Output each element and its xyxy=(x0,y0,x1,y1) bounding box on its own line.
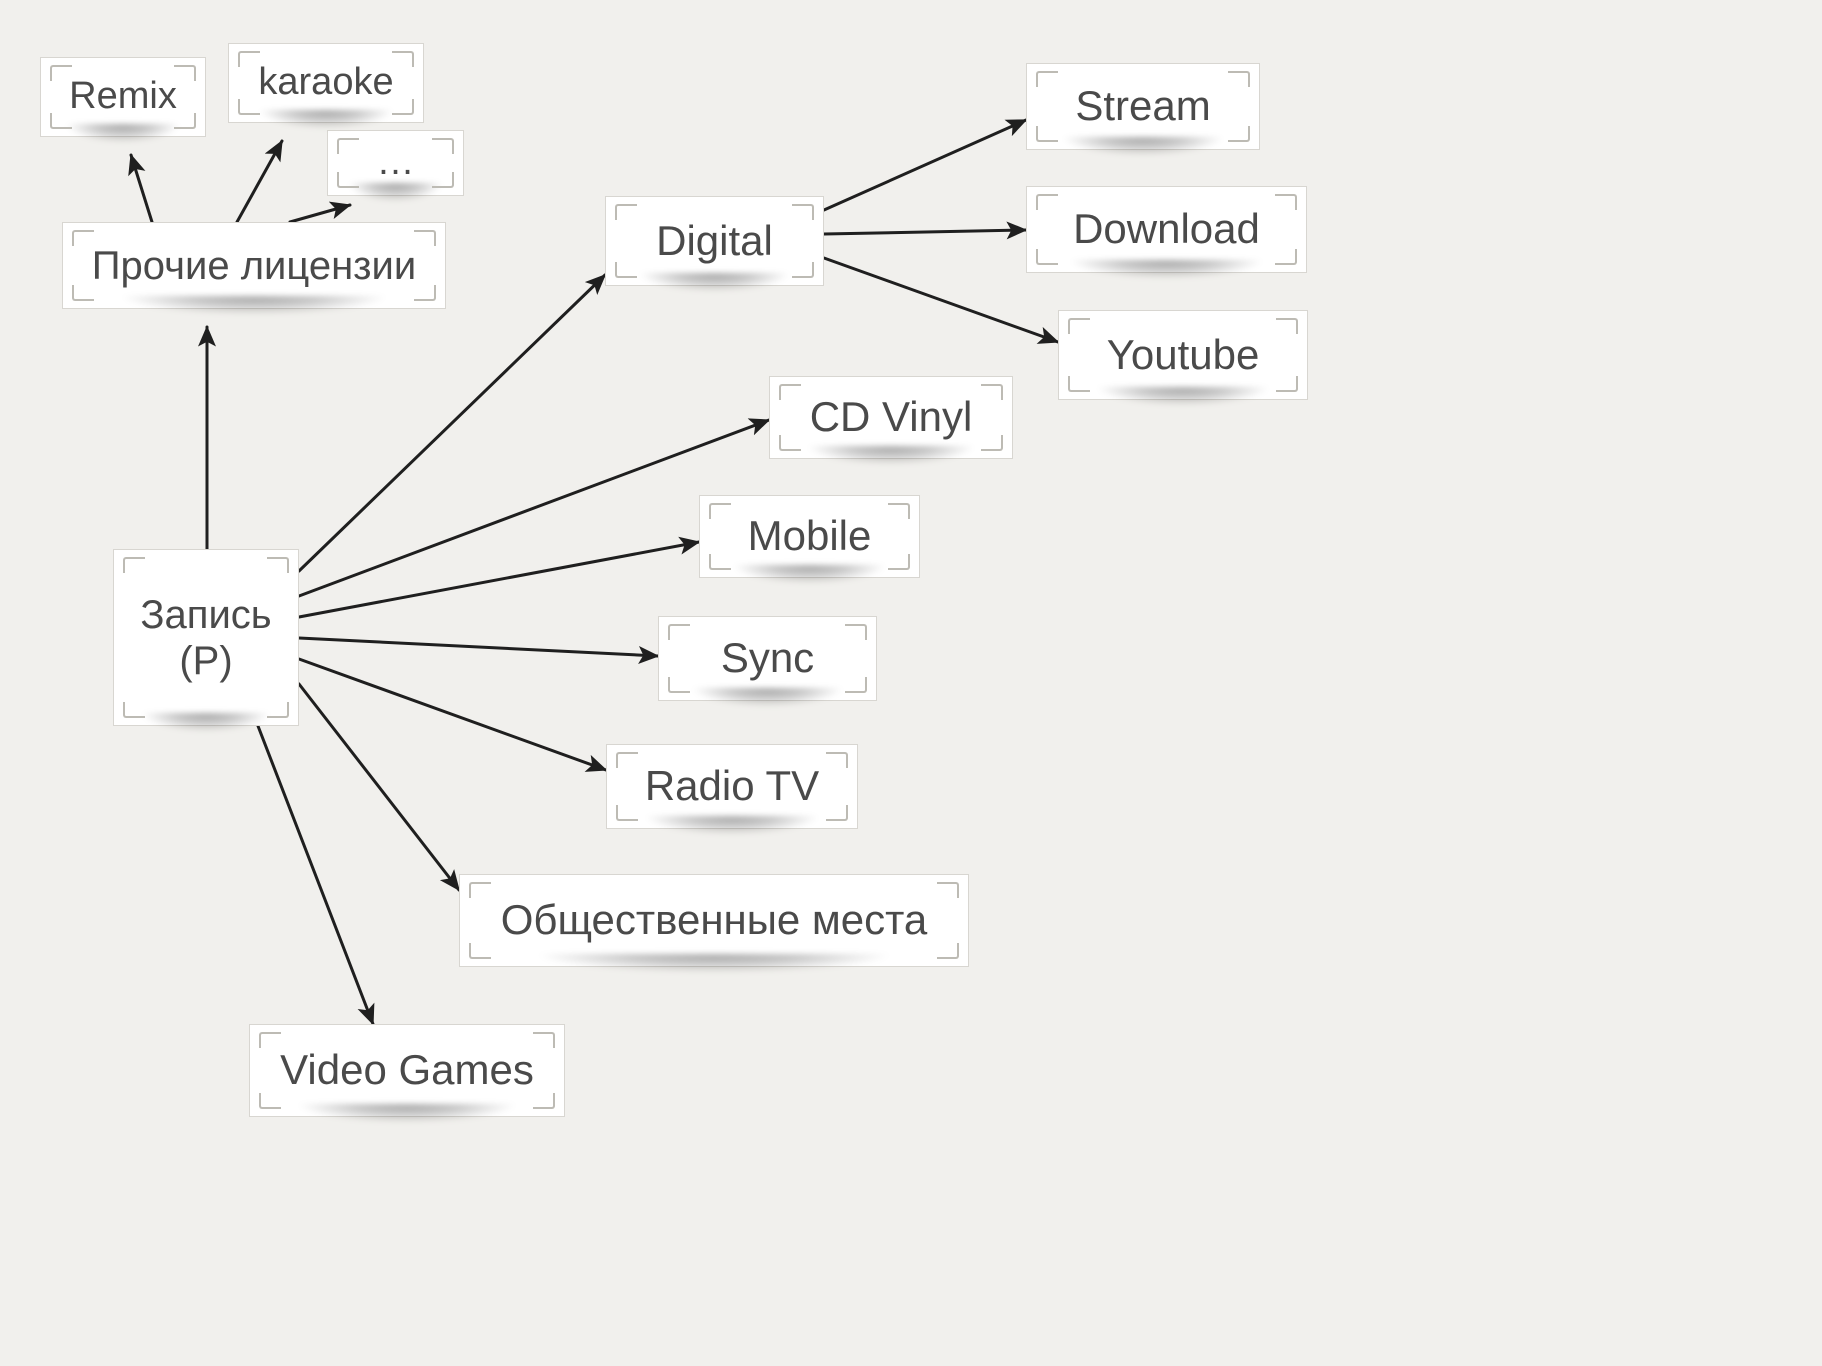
node-digital: Digital xyxy=(605,196,824,286)
edge-digital-to-download xyxy=(824,230,1026,234)
node-youtube: Youtube xyxy=(1058,310,1308,400)
node-label: Mobile xyxy=(748,512,872,560)
node-label: Remix xyxy=(69,75,177,119)
edge-record-to-digital xyxy=(299,275,605,571)
edge-record-to-radiotv xyxy=(299,659,606,770)
edge-digital-to-stream xyxy=(824,120,1026,210)
node-karaoke: karaoke xyxy=(228,43,424,123)
node-cd-vinyl: CD Vinyl xyxy=(769,376,1013,459)
node-label: Youtube xyxy=(1107,331,1260,379)
node-public-places: Общественные места xyxy=(459,874,969,967)
node-ellipsis: … xyxy=(327,130,464,196)
node-stream: Stream xyxy=(1026,63,1260,150)
node-label: Download xyxy=(1073,205,1260,253)
node-download: Download xyxy=(1026,186,1307,273)
node-mobile: Mobile xyxy=(699,495,920,578)
node-remix: Remix xyxy=(40,57,206,137)
edge-digital-to-youtube xyxy=(824,258,1058,342)
node-record: Запись(P) xyxy=(113,549,299,726)
edge-record-to-videogames xyxy=(258,726,373,1024)
node-label: Radio TV xyxy=(645,762,819,810)
edge-record-to-public xyxy=(299,684,459,890)
edge-other_lic-to-karaoke xyxy=(237,141,282,222)
edge-record-to-mobile xyxy=(299,542,699,617)
edge-record-to-sync xyxy=(299,638,658,656)
node-label: Stream xyxy=(1075,82,1210,130)
node-label: Запись(P) xyxy=(140,592,271,684)
node-label: CD Vinyl xyxy=(810,393,973,441)
node-video-games: Video Games xyxy=(249,1024,565,1117)
node-other-licenses: Прочие лицензии xyxy=(62,222,446,309)
node-sync: Sync xyxy=(658,616,877,701)
node-radio-tv: Radio TV xyxy=(606,744,858,829)
node-label: karaoke xyxy=(258,61,393,105)
diagram-canvas: Запись(P) Прочие лицензии Remix karaoke … xyxy=(0,0,1822,1366)
node-label: Прочие лицензии xyxy=(92,243,416,289)
node-label: Общественные места xyxy=(501,896,928,944)
edge-other_lic-to-ellipsis xyxy=(290,205,350,222)
node-label: Sync xyxy=(721,634,814,682)
node-label: Digital xyxy=(656,217,773,265)
edge-other_lic-to-remix xyxy=(131,155,152,222)
node-label: Video Games xyxy=(280,1046,534,1094)
node-label: … xyxy=(377,141,415,185)
